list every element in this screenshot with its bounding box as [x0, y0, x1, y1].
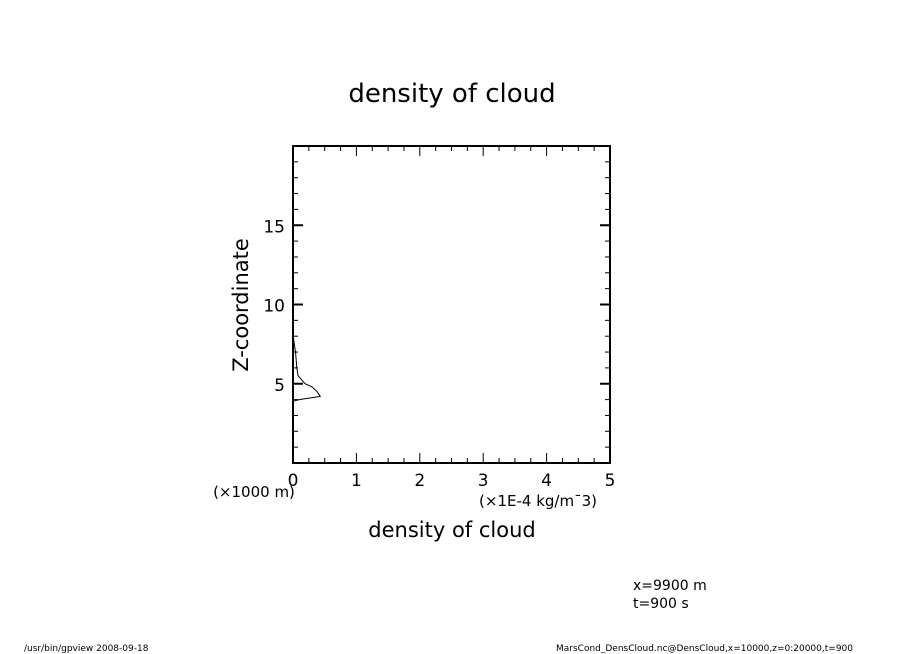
- x-tick-label: 4: [541, 471, 552, 491]
- y-tick-label: 15: [263, 217, 285, 237]
- chart-title: density of cloud: [348, 79, 555, 109]
- x-axis-label: density of cloud: [368, 518, 535, 542]
- footer-left: /usr/bin/gpview 2008-09-18: [24, 644, 149, 654]
- footer-right: MarsCond_DensCloud.nc@DensCloud,x=10000,…: [556, 644, 853, 654]
- y-axis-label: Z-coordinate: [229, 238, 253, 372]
- x-unit-label: (×1E-4 kg/m¯3): [479, 492, 597, 510]
- y-tick-label: 10: [263, 297, 285, 317]
- x-tick-label: 0: [288, 471, 299, 491]
- annotation-x: x=9900 m: [633, 578, 707, 594]
- y-unit-label: (×1000 m): [213, 483, 295, 501]
- x-tick-label: 2: [414, 471, 425, 491]
- x-tick-label: 1: [351, 471, 362, 491]
- tick-labels: 0 1 2 3 4 5 5 10 15: [263, 217, 615, 491]
- x-tick-label: 3: [478, 471, 489, 491]
- axis-ticks: [292, 145, 611, 464]
- series-line: [292, 334, 322, 402]
- plot-frame: [292, 145, 611, 464]
- annotation-t: t=900 s: [633, 596, 689, 612]
- x-tick-label: 5: [605, 471, 616, 491]
- y-tick-label: 5: [274, 376, 285, 396]
